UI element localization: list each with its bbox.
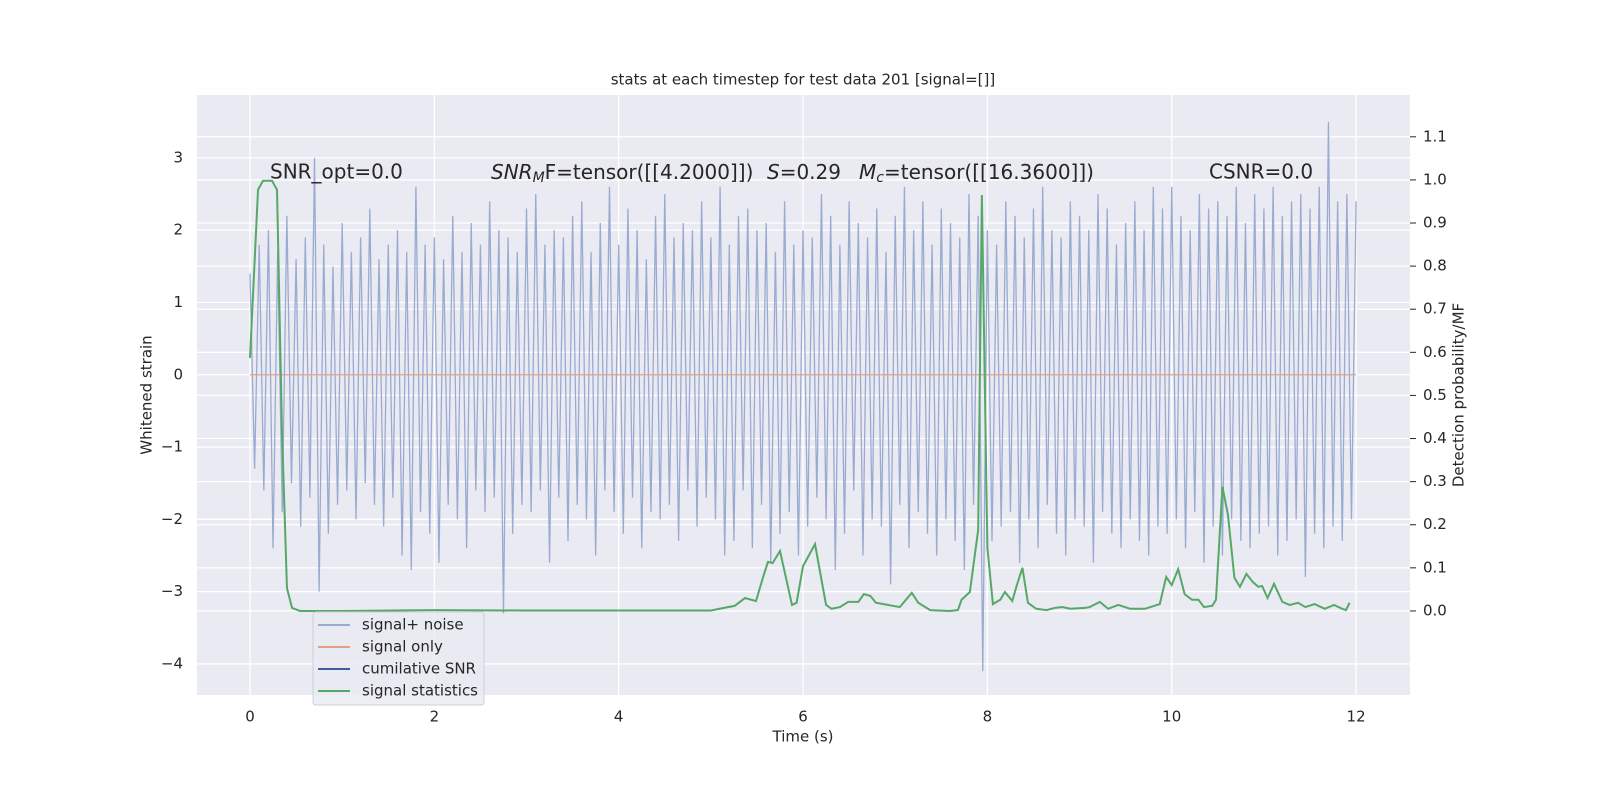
y2-tick-label: 1.1: [1423, 127, 1447, 145]
annotation-subscript: M: [533, 170, 545, 186]
y-tick-label: −2: [161, 510, 183, 528]
y2-tick-label: 0.6: [1423, 343, 1447, 361]
legend-box: [312, 611, 485, 706]
y2-tick-label: 0.0: [1423, 601, 1447, 619]
x-tick-label: 8: [983, 708, 993, 726]
y2-tick-label: 0.9: [1423, 214, 1447, 232]
x-axis-label: Time (s): [772, 728, 834, 746]
y-tick-label: −4: [161, 654, 183, 672]
annotation-subscript: c: [876, 170, 884, 186]
y2-tick-label: 0.5: [1423, 386, 1447, 404]
y2-tick-label: 0.7: [1423, 300, 1447, 318]
y-tick-label: −1: [161, 438, 183, 456]
y-tick-label: 1: [173, 293, 183, 311]
y2-axis-label: Detection probability/MF: [1450, 303, 1468, 487]
y-tick-label: 0: [173, 365, 183, 383]
legend: signal+ noise signal only cumilative SNR si…: [312, 611, 485, 706]
series-line: [249, 179, 1351, 612]
annotation: CSNR=0.0: [1209, 160, 1313, 184]
y2-tick-label: 1.0: [1423, 170, 1447, 188]
annotation: SNR_opt=0.0: [270, 160, 403, 184]
legend-label: signal only: [362, 638, 443, 656]
x-tick-label: 6: [798, 708, 808, 726]
x-tick-label: 4: [614, 708, 624, 726]
annotation-text: =0.29: [780, 160, 841, 184]
annotation-text: =tensor([[16.3600]]): [884, 160, 1094, 184]
legend-label: signal+ noise: [362, 616, 464, 634]
y-tick-label: 3: [173, 148, 183, 166]
x-tick-label: 0: [245, 708, 255, 726]
y-axis-label: Whitened strain: [138, 335, 156, 454]
chart-title: stats at each timestep for test data 201…: [611, 71, 996, 89]
annotation: Mc=tensor([[16.3600]]): [859, 160, 1094, 187]
y2-tick-label: 0.1: [1423, 558, 1447, 576]
y2-tick-label: 0.2: [1423, 515, 1447, 533]
y-tick-label: −3: [161, 582, 183, 600]
x-tick-label: 12: [1347, 708, 1366, 726]
x-tick-label: 2: [430, 708, 440, 726]
annotation-italic: SNR: [491, 160, 533, 184]
annotation-text: F=tensor([[4.2000]]): [545, 160, 754, 184]
y2-tick-label: 0.3: [1423, 472, 1447, 490]
legend-label: cumilative SNR: [362, 660, 476, 678]
annotation: SNRMF=tensor([[4.2000]]): [491, 160, 753, 187]
y2-tick-label: 0.8: [1423, 257, 1447, 275]
series-line: [249, 121, 1357, 672]
annotation-italic: M: [859, 160, 876, 184]
x-tick-label: 10: [1162, 708, 1181, 726]
annotation-italic: S: [767, 160, 780, 184]
legend-label: signal statistics: [362, 682, 478, 700]
y-tick-label: 2: [173, 221, 183, 239]
annotation: S=0.29: [767, 160, 841, 184]
y2-tick-label: 0.4: [1423, 429, 1447, 447]
